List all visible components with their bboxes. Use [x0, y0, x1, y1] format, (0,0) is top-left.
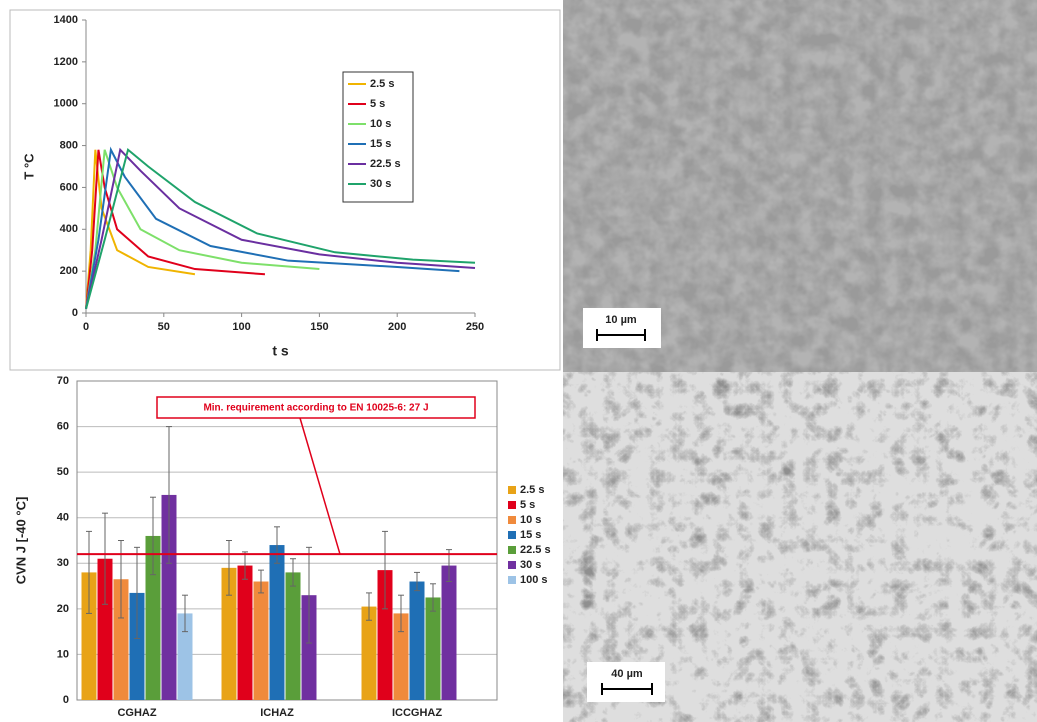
- legend-label: 2.5 s: [370, 78, 394, 90]
- y-tick-label: 800: [60, 139, 78, 151]
- y-tick-label: 20: [57, 603, 69, 615]
- y-axis-label: CVN J [-40 °C]: [13, 497, 28, 585]
- annotation-arrow: [300, 418, 340, 554]
- x-tick-label: ICCGHAZ: [392, 707, 442, 719]
- bar: [286, 572, 301, 700]
- y-tick-label: 200: [60, 265, 78, 277]
- micrograph-bottom: 40 µm: [563, 372, 1037, 722]
- y-tick-label: 30: [57, 557, 69, 569]
- bar: [238, 566, 253, 700]
- micrograph-top: 10 µm: [563, 0, 1037, 372]
- legend-label: 30 s: [370, 178, 391, 190]
- legend-label: 5 s: [370, 98, 385, 110]
- bar: [426, 597, 441, 700]
- x-tick-label: 0: [83, 321, 89, 333]
- legend-label: 22.5 s: [520, 544, 551, 556]
- x-tick-label: 150: [310, 321, 328, 333]
- x-tick-label: 50: [158, 321, 170, 333]
- figure: 10 µm 40 µm 0200400600800100012001400050…: [0, 0, 1037, 722]
- legend-label: 15 s: [520, 529, 541, 541]
- x-tick-label: 200: [388, 321, 406, 333]
- legend-swatch: [508, 501, 516, 509]
- x-tick-label: CGHAZ: [117, 707, 156, 719]
- y-tick-label: 1400: [54, 14, 78, 26]
- bar: [410, 582, 425, 700]
- y-tick-label: 1200: [54, 56, 78, 68]
- legend-label: 5 s: [520, 499, 535, 511]
- annotation: Min. requirement according to EN 10025-6…: [203, 403, 428, 414]
- legend-label: 15 s: [370, 138, 391, 150]
- scale-bar-label: 40 µm: [611, 668, 643, 680]
- y-tick-label: 70: [57, 375, 69, 387]
- legend-swatch: [508, 546, 516, 554]
- y-tick-label: 400: [60, 223, 78, 235]
- legend-label: 10 s: [520, 514, 541, 526]
- y-tick-label: 1000: [54, 98, 78, 110]
- y-tick-label: 10: [57, 648, 69, 660]
- y-tick-label: 0: [63, 694, 69, 706]
- y-tick-label: 50: [57, 466, 69, 478]
- legend-label: 10 s: [370, 118, 391, 130]
- y-axis-label: T °C: [21, 153, 36, 180]
- legend-label: 22.5 s: [370, 158, 401, 170]
- x-axis-label: t s: [272, 343, 289, 359]
- legend-label: 100 s: [520, 574, 548, 586]
- bar: [254, 582, 269, 700]
- legend-label: 2.5 s: [520, 484, 544, 496]
- bar: [270, 545, 285, 700]
- legend-label: 30 s: [520, 559, 541, 571]
- legend-swatch: [508, 576, 516, 584]
- bar: [442, 566, 457, 700]
- y-tick-label: 40: [57, 512, 69, 524]
- y-tick-label: 60: [57, 420, 69, 432]
- legend-swatch: [508, 531, 516, 539]
- x-tick-label: 100: [232, 321, 250, 333]
- legend-swatch: [508, 516, 516, 524]
- y-tick-label: 600: [60, 181, 78, 193]
- scale-bar-label: 10 µm: [605, 314, 637, 326]
- y-tick-label: 0: [72, 307, 78, 319]
- x-tick-label: ICHAZ: [260, 707, 294, 719]
- x-tick-label: 250: [466, 321, 484, 333]
- legend-swatch: [508, 486, 516, 494]
- legend-swatch: [508, 561, 516, 569]
